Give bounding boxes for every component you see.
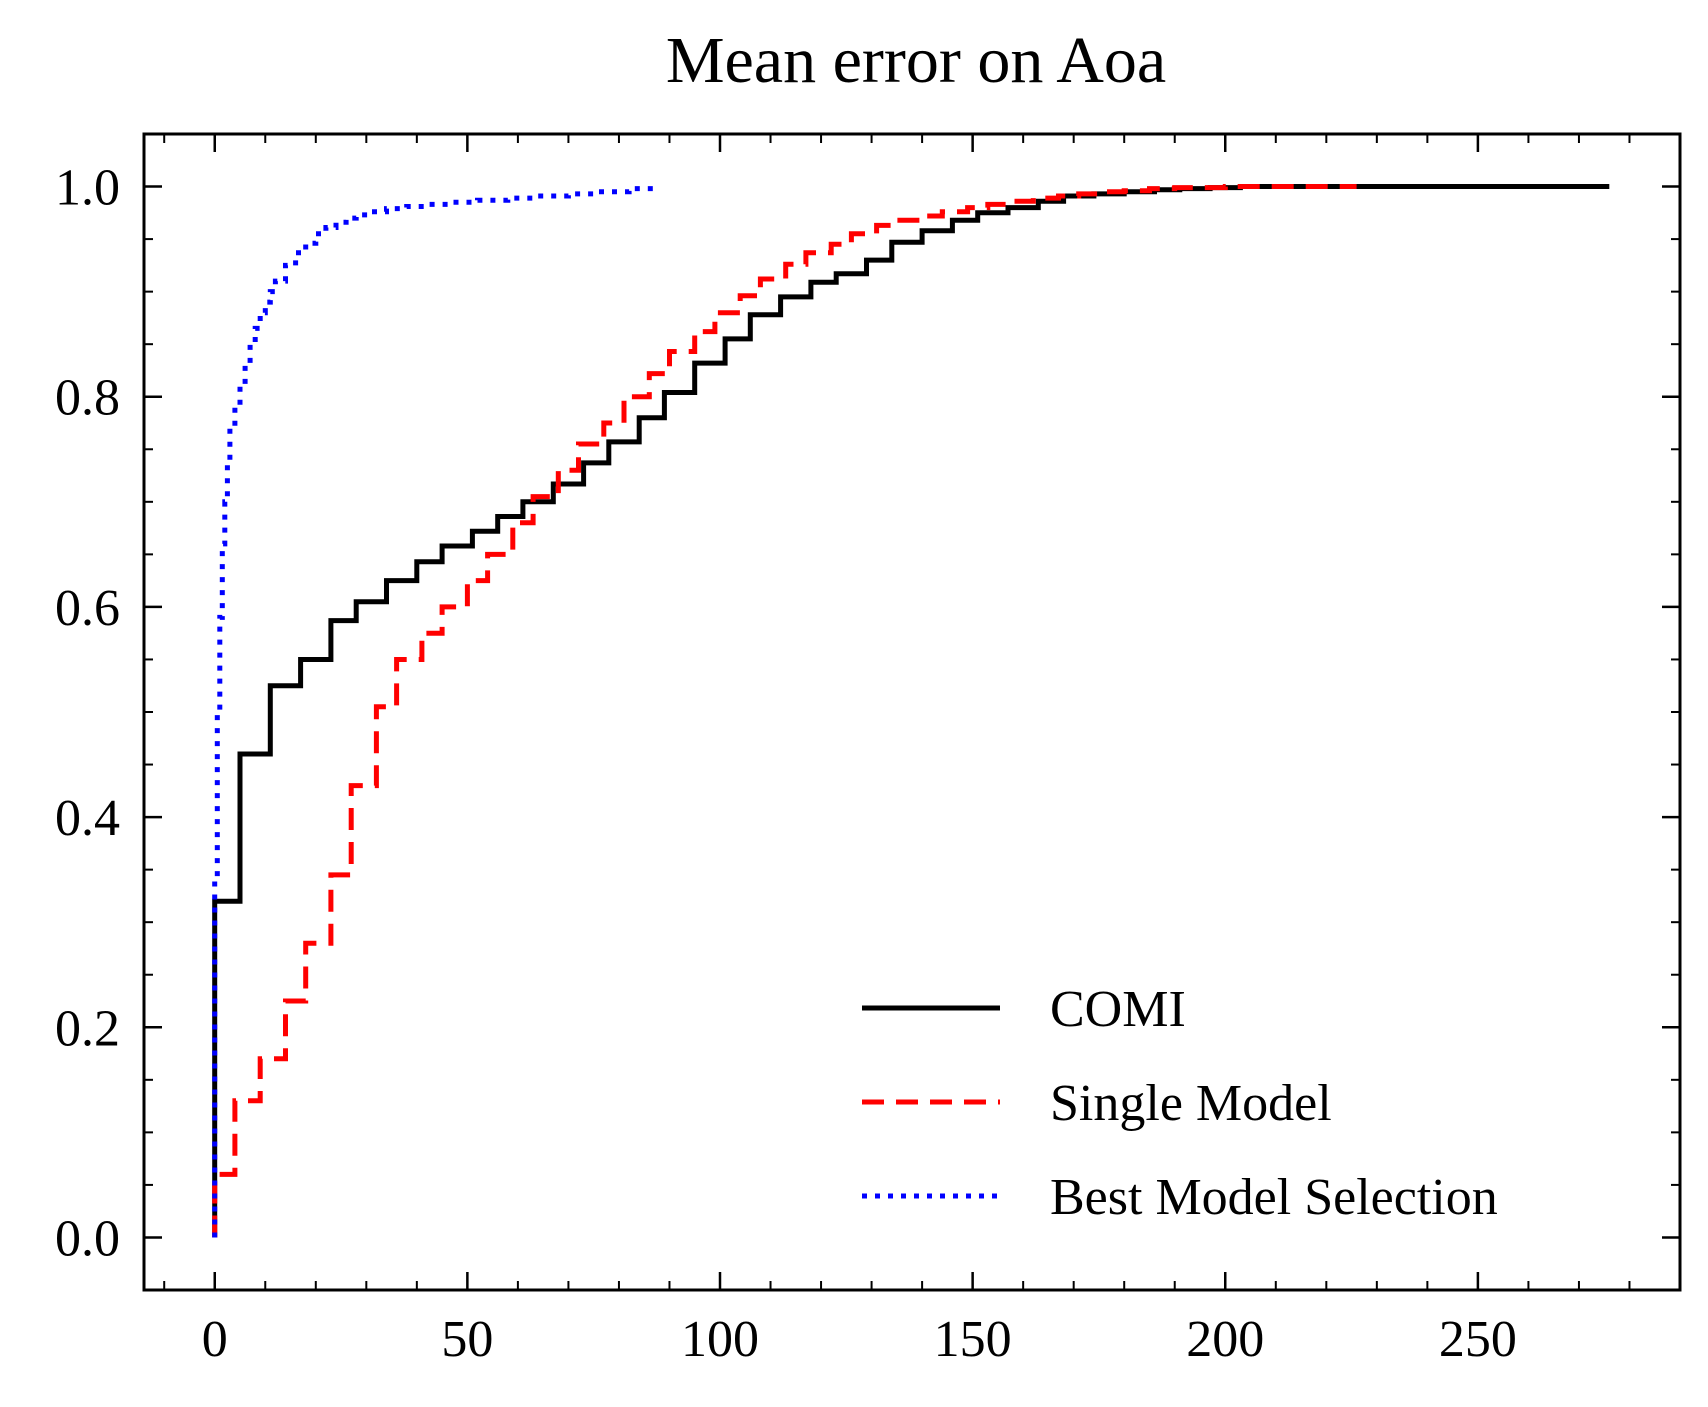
legend: COMI Single Model Best Model Selection bbox=[862, 981, 1498, 1226]
y-tick-label: 0.0 bbox=[55, 1210, 120, 1267]
ticks-layer: 0 50 100 150 200 250 0.0 0.2 0.4 0.6 0.8 1.0 bbox=[55, 133, 1680, 1368]
x-tick-label: 150 bbox=[934, 1311, 1012, 1368]
legend-label: Single Model bbox=[1050, 1075, 1332, 1132]
legend-label: COMI bbox=[1050, 981, 1186, 1038]
x-tick-label: 100 bbox=[681, 1311, 759, 1368]
y-tick-label: 0.4 bbox=[55, 790, 120, 847]
x-tick-label: 50 bbox=[441, 1311, 493, 1368]
plot-frame bbox=[142, 132, 1682, 1292]
chart-title: Mean error on Aoa bbox=[666, 24, 1166, 97]
y-tick-label: 1.0 bbox=[55, 160, 120, 217]
y-tick-label: 0.2 bbox=[55, 1000, 120, 1057]
y-tick-label: 0.6 bbox=[55, 580, 120, 637]
series-layer bbox=[212, 184, 1610, 1238]
x-tick-label: 200 bbox=[1186, 1311, 1264, 1368]
series-best-model-selection bbox=[212, 186, 657, 1238]
y-tick-label: 0.8 bbox=[55, 370, 120, 427]
series-comi bbox=[212, 184, 1610, 1238]
legend-label: Best Model Selection bbox=[1050, 1169, 1498, 1226]
series-single-model bbox=[212, 184, 1357, 1238]
x-tick-label: 250 bbox=[1439, 1311, 1517, 1368]
x-tick-label: 0 bbox=[202, 1311, 228, 1368]
